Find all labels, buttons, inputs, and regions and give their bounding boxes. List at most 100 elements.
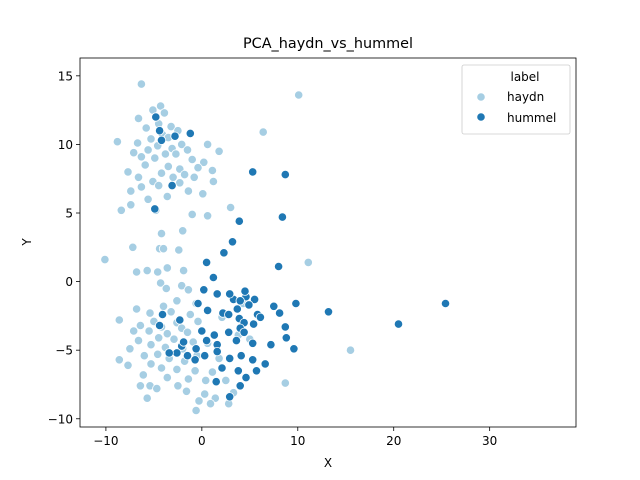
point-haydn	[135, 320, 145, 331]
point-hummel	[202, 335, 212, 346]
point-haydn	[156, 168, 167, 178]
point-hummel	[248, 355, 258, 365]
point-haydn	[136, 152, 146, 162]
point-haydn	[150, 153, 160, 163]
point-haydn	[182, 327, 193, 337]
point-haydn	[181, 386, 192, 396]
point-haydn	[154, 333, 164, 343]
point-hummel	[225, 289, 235, 299]
point-haydn	[226, 202, 236, 213]
point-haydn	[136, 79, 146, 89]
point-haydn	[203, 211, 213, 221]
x-tick-label: 30	[482, 434, 497, 448]
point-haydn	[177, 281, 187, 291]
point-hummel	[155, 320, 165, 331]
point-haydn	[191, 405, 201, 416]
point-haydn	[159, 108, 169, 118]
legend-title: label	[510, 70, 539, 84]
point-haydn	[303, 257, 313, 267]
point-haydn	[258, 127, 268, 137]
x-axis: −10 0 10 20 30	[93, 427, 497, 448]
point-haydn	[187, 154, 197, 165]
point-hummel	[235, 381, 245, 391]
point-haydn	[172, 364, 182, 374]
point-hummel	[150, 204, 160, 214]
point-haydn	[156, 363, 167, 373]
point-haydn	[133, 138, 143, 148]
point-hummel	[260, 359, 270, 369]
point-haydn	[133, 335, 144, 346]
point-haydn	[173, 381, 183, 391]
point-haydn	[171, 149, 181, 159]
point-hummel	[244, 300, 254, 310]
point-hummel	[393, 319, 404, 329]
point-hummel	[277, 212, 287, 222]
point-haydn	[187, 209, 197, 219]
point-haydn	[145, 308, 155, 318]
point-haydn	[156, 101, 166, 111]
point-haydn	[126, 200, 136, 210]
point-haydn	[162, 263, 172, 273]
point-haydn	[144, 326, 154, 336]
point-hummel	[266, 340, 276, 350]
point-hummel	[240, 286, 250, 296]
point-haydn	[126, 186, 136, 196]
point-hummel	[203, 305, 213, 315]
point-hummel	[200, 351, 210, 361]
point-haydn	[161, 283, 171, 294]
point-hummel	[250, 294, 260, 304]
point-haydn	[112, 137, 123, 147]
point-haydn	[175, 178, 185, 188]
point-hummel	[225, 353, 235, 363]
point-hummel	[269, 301, 279, 311]
point-haydn	[205, 399, 216, 409]
point-haydn	[140, 160, 150, 170]
point-haydn	[163, 161, 173, 171]
chart-title: PCA_haydn_vs_hummel	[243, 36, 413, 52]
point-hummel	[224, 327, 234, 337]
point-hummel	[172, 348, 182, 358]
point-haydn	[182, 145, 193, 155]
point-hummel	[197, 326, 207, 336]
point-haydn	[208, 176, 218, 187]
point-haydn	[162, 329, 172, 339]
point-haydn	[183, 186, 193, 196]
point-haydn	[154, 181, 164, 191]
point-haydn	[129, 326, 139, 336]
point-hummel	[241, 372, 251, 383]
point-haydn	[190, 366, 200, 376]
point-haydn	[203, 139, 213, 149]
point-haydn	[189, 172, 199, 182]
point-haydn	[345, 345, 356, 355]
point-hummel	[227, 237, 238, 247]
plot-frame	[79, 57, 577, 428]
point-hummel	[156, 135, 167, 145]
point-hummel	[255, 312, 265, 322]
point-haydn	[160, 149, 170, 159]
point-haydn	[158, 301, 169, 311]
legend: label haydn hummel	[461, 64, 571, 135]
point-haydn	[114, 315, 124, 325]
point-haydn	[141, 123, 151, 133]
point-haydn	[116, 205, 126, 215]
point-haydn	[138, 370, 148, 380]
point-haydn	[174, 245, 184, 255]
point-hummel	[182, 351, 193, 361]
y-axis-label: Y	[20, 238, 34, 247]
point-haydn	[142, 393, 152, 403]
point-hummel	[234, 216, 244, 226]
point-haydn	[153, 349, 163, 359]
point-hummel	[291, 298, 301, 309]
y-tick-label: 0	[65, 275, 73, 289]
point-haydn	[162, 191, 172, 202]
point-hummel	[151, 112, 161, 122]
point-haydn	[133, 113, 144, 124]
point-hummel	[217, 363, 227, 373]
point-haydn	[146, 359, 156, 369]
point-hummel	[274, 308, 285, 318]
point-haydn	[199, 157, 209, 167]
point-hummel	[212, 289, 222, 299]
point-haydn	[177, 139, 187, 149]
point-hummel	[239, 327, 249, 337]
point-haydn	[156, 229, 167, 239]
